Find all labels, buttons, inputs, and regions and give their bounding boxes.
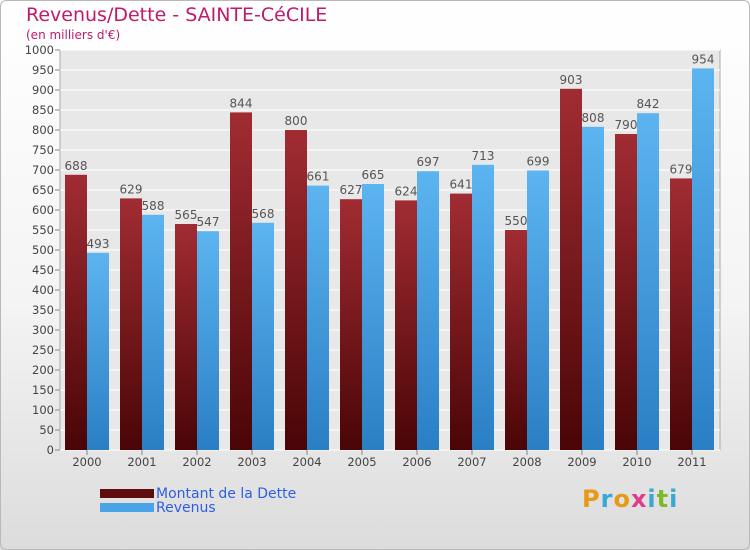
debt-value-label: 641 [450,178,473,192]
revenue-value-label: 547 [197,215,220,229]
y-tick-label: 400 [32,283,54,297]
x-tick-label: 2005 [347,455,376,469]
x-tick-label: 2007 [457,455,486,469]
debt-bar [340,199,362,450]
logo-letter: r [600,485,614,513]
x-tick-label: 2009 [567,455,596,469]
y-tick-label: 900 [32,83,54,97]
y-tick-label: 300 [32,323,54,337]
y-tick-label: 150 [32,383,54,397]
debt-value-label: 800 [285,114,308,128]
revenue-value-label: 808 [582,111,605,125]
revenue-bar [472,164,494,451]
y-tick-label: 100 [32,403,54,417]
revenue-value-label: 713 [472,149,495,163]
y-tick-label: 850 [32,103,54,117]
y-tick-label: 50 [39,423,54,437]
logo-letter: P [582,485,601,513]
revenue-value-label: 842 [637,97,660,111]
revenue-bar [582,126,604,451]
y-tick-label: 200 [32,363,54,377]
y-tick-label: 250 [32,343,54,357]
x-tick-label: 2008 [512,455,541,469]
chart-title: Revenus/Dette - SAINTE-CéCILE [26,4,328,26]
x-tick-label: 2006 [402,455,431,469]
revenue-value-label: 588 [142,199,165,213]
revenue-bar [362,184,384,450]
x-tick-label: 2010 [622,455,651,469]
debt-value-label: 688 [65,159,88,173]
debt-bar [230,112,252,451]
debt-value-label: 624 [395,184,418,198]
logo-letter: i [669,485,679,513]
debt-bar [505,230,527,450]
debt-value-label: 679 [670,162,693,176]
revenue-bar [197,231,219,450]
y-tick-label: 500 [32,243,54,257]
y-tick-label: 750 [32,143,54,157]
debt-value-label: 550 [505,214,528,228]
revenue-bar [692,68,714,451]
legend-label-debt: Montant de la Dette [156,486,297,502]
debt-value-label: 903 [560,73,583,87]
y-tick-label: 450 [32,263,54,277]
y-tick-label: 700 [32,163,54,177]
debt-value-label: 844 [230,96,253,110]
debt-bar [395,200,417,450]
revenue-bar [307,185,329,450]
logo-letter: t [656,485,670,513]
revenue-bar [252,222,274,450]
debt-bar [670,178,692,450]
y-tick-label: 800 [32,123,54,137]
debt-bar [285,130,307,450]
proxiti-logo: Proxiti [582,485,678,513]
revenue-value-label: 661 [307,170,330,184]
x-tick-label: 2000 [72,455,101,469]
debt-bar [450,193,472,450]
legend-label-revenue: Revenus [156,500,216,516]
legend-swatch-debt [100,489,154,498]
y-tick-label: 600 [32,203,54,217]
debt-value-label: 790 [615,118,638,132]
debt-value-label: 627 [340,183,363,197]
revenue-bar [417,171,439,450]
chart-subtitle: (en milliers d'€) [26,28,121,42]
debt-bar [560,88,582,451]
y-tick-label: 650 [32,183,54,197]
revenue-value-label: 568 [252,207,275,221]
debt-bar [65,174,87,451]
revenue-value-label: 493 [87,237,110,251]
revenue-value-label: 699 [527,154,550,168]
x-tick-label: 2011 [677,455,706,469]
revenue-value-label: 697 [417,155,440,169]
y-tick-label: 950 [32,63,54,77]
x-tick-label: 2003 [237,455,266,469]
debt-bar [175,224,197,450]
revenue-bar [637,113,659,450]
y-tick-label: 350 [32,303,54,317]
y-tick-label: 1000 [25,43,54,57]
revenue-value-label: 665 [362,168,385,182]
logo-letter: i [647,485,657,513]
logo-letter: x [630,485,648,513]
debt-value-label: 629 [120,182,143,196]
revenue-value-label: 954 [692,52,715,66]
debt-value-label: 565 [175,208,198,222]
x-tick-label: 2004 [292,455,321,469]
logo-letter: o [613,485,631,513]
debt-bar [615,134,637,450]
y-tick-label: 550 [32,223,54,237]
legend-swatch-revenue [100,503,154,512]
revenue-bar [142,214,164,450]
x-tick-label: 2001 [127,455,156,469]
y-tick-label: 0 [47,443,54,457]
debt-bar [120,198,142,450]
revenue-bar [87,252,109,450]
x-tick-label: 2002 [182,455,211,469]
revenue-bar [527,170,549,450]
